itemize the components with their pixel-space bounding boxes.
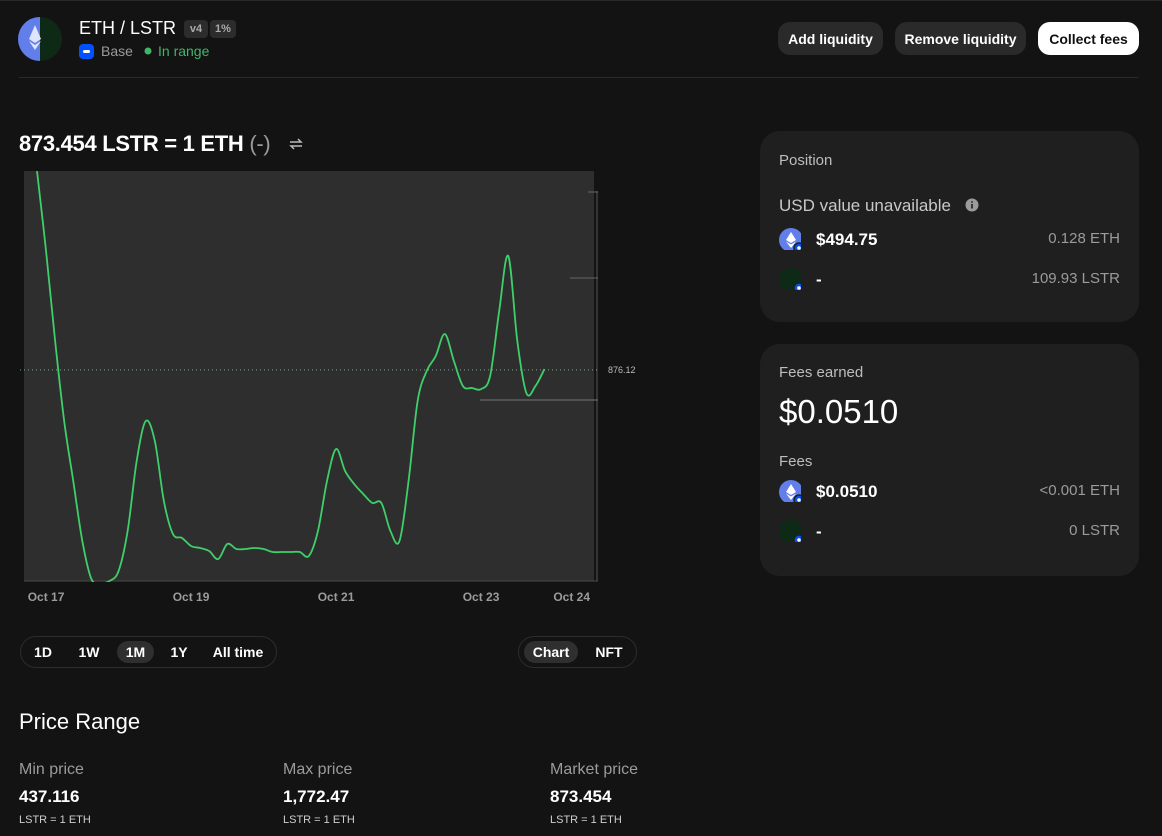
price-range-title: Price Range: [19, 709, 141, 734]
header-divider: [19, 77, 1138, 78]
token-usd: -: [816, 522, 822, 541]
time-option[interactable]: 1Y: [170, 644, 188, 660]
card-title: Fees earned: [779, 364, 864, 381]
range-label: Max price: [283, 761, 353, 778]
price-quote: 873.454 LSTR = 1 ETH (-): [19, 131, 271, 157]
token-amount: 0 LSTR: [1069, 522, 1120, 539]
time-range-selector: 1D 1W 1M 1Y All time: [20, 636, 277, 668]
collect-fees-button[interactable]: Collect fees: [1038, 22, 1139, 55]
line-group: [36, 171, 546, 582]
range-unit: LSTR = 1 ETH: [283, 814, 355, 826]
price-change: (-): [249, 131, 271, 156]
fees-total: $0.0510: [779, 393, 899, 430]
range-value: 1,772.47: [283, 787, 350, 806]
token-amount: 109.93 LSTR: [1031, 270, 1120, 287]
usd-note: USD value unavailable: [779, 196, 951, 215]
pair-name: ETH / LSTR: [79, 18, 177, 38]
add-liquidity-button[interactable]: Add liquidity: [778, 22, 883, 55]
view-option[interactable]: NFT: [595, 644, 623, 660]
info-icon[interactable]: [965, 198, 979, 212]
current-price-label: 876.12: [608, 365, 636, 375]
time-option[interactable]: All time: [212, 644, 264, 660]
network-icon: [79, 44, 94, 59]
x-tick-label: Oct 23: [463, 590, 500, 604]
position-card: Position USD value unavailable $494.75 0.…: [760, 131, 1139, 322]
version-badge: v4: [184, 20, 208, 38]
eth-icon: [779, 228, 801, 250]
x-tick-label: Oct 17: [28, 590, 65, 604]
range-value: 873.454: [550, 787, 612, 806]
range-label: Min price: [19, 761, 84, 778]
time-option[interactable]: 1M: [117, 641, 154, 663]
network-name: Base: [101, 43, 133, 59]
range-unit: LSTR = 1 ETH: [19, 814, 91, 826]
token-amount: 0.128 ETH: [1048, 230, 1120, 247]
range-status: In range: [158, 43, 210, 59]
lstr-icon: [779, 520, 801, 542]
view-option[interactable]: Chart: [524, 641, 578, 663]
time-option[interactable]: 1D: [34, 644, 52, 660]
remove-liquidity-button[interactable]: Remove liquidity: [895, 22, 1026, 55]
range-unit: LSTR = 1 ETH: [550, 814, 622, 826]
fee-badge: 1%: [210, 20, 236, 38]
token-usd: $0.0510: [816, 482, 878, 501]
status-dot: [144, 47, 152, 55]
x-tick-label: Oct 24: [553, 590, 590, 604]
swap-icon[interactable]: [288, 137, 304, 151]
token-usd: $494.75: [816, 230, 878, 249]
pair-icon: [18, 17, 62, 61]
fees-subtitle: Fees: [779, 453, 813, 470]
line-clip: [36, 171, 546, 582]
fees-card: Fees earned $0.0510 Fees $0.0510 <0.001 E…: [760, 344, 1139, 576]
card-title: Position: [779, 152, 833, 169]
token-amount: <0.001 ETH: [1039, 482, 1120, 499]
eth-icon: [779, 480, 801, 502]
token-usd: -: [816, 270, 822, 289]
x-tick-label: Oct 21: [318, 590, 355, 604]
x-tick-label: Oct 19: [173, 590, 210, 604]
lstr-icon: [779, 268, 801, 290]
plot-area: [24, 171, 594, 581]
price-chart: Oct 17 Oct 19 Oct 21 Oct 23 Oct 24 876.12: [20, 171, 636, 604]
range-value: 437.116: [19, 787, 80, 806]
time-option[interactable]: 1W: [78, 644, 100, 660]
range-label: Market price: [550, 761, 639, 778]
quote-text: 873.454 LSTR = 1 ETH: [19, 131, 244, 156]
view-toggle: Chart NFT: [518, 636, 637, 668]
price-line: [36, 171, 546, 582]
